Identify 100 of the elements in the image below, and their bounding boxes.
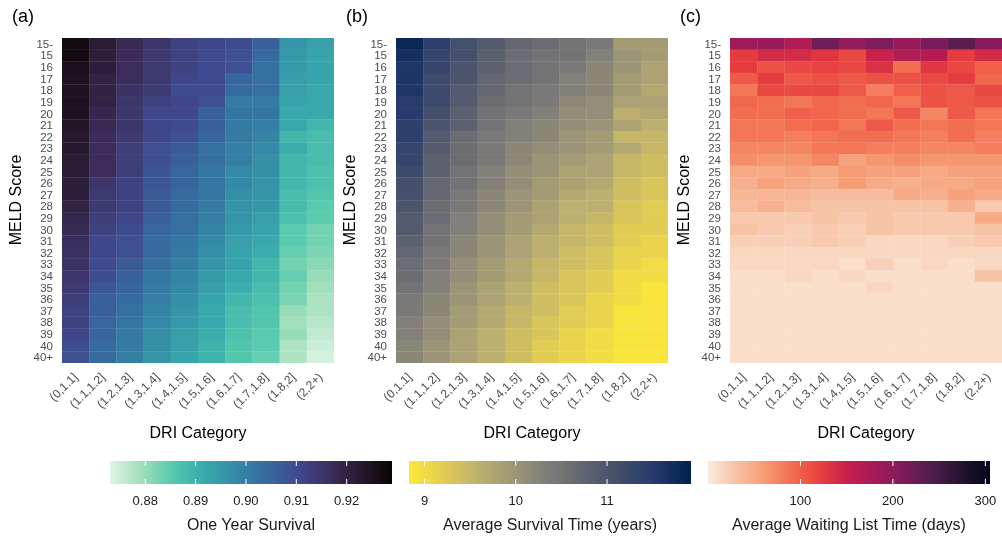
y-tick-label: 37 <box>708 304 721 317</box>
y-tick-label: 30 <box>708 223 721 236</box>
y-tick-label: 24 <box>374 153 388 166</box>
y-tick-label: 23 <box>40 142 53 155</box>
y-tick-label: 34 <box>40 270 54 283</box>
color-bar-label: 11 <box>600 493 614 508</box>
y-tick-label: 15 <box>40 49 53 62</box>
color-bar-title: Average Survival Time (years) <box>443 516 657 533</box>
color-bar-label: 300 <box>974 493 997 508</box>
y-tick-label: 32 <box>374 246 387 259</box>
y-tick-label: 34 <box>708 270 722 283</box>
color-bar-label: 0.90 <box>233 493 259 508</box>
y-axis-title: MELD Score <box>341 154 359 246</box>
y-tick-label: 28 <box>708 200 721 213</box>
y-tick-label: 30 <box>40 223 53 236</box>
y-tick-label: 33 <box>374 258 387 271</box>
y-tick-label: 16 <box>708 61 721 74</box>
y-tick-label: 19 <box>374 95 387 108</box>
color-bar-label: 200 <box>882 493 904 508</box>
y-tick-label: 24 <box>40 153 54 166</box>
y-tick-label: 38 <box>708 316 721 329</box>
color-bar-title: One Year Survival <box>186 516 316 533</box>
y-tick-label: 17 <box>708 72 721 85</box>
y-tick-label: 28 <box>374 200 387 213</box>
y-tick-label: 27 <box>374 188 387 201</box>
y-tick-label: 38 <box>374 316 387 329</box>
y-tick-label: 40 <box>40 339 53 352</box>
y-tick-label: 40+ <box>33 351 54 364</box>
y-tick-label: 19 <box>40 95 53 108</box>
color-bar-label: 0.91 <box>283 493 309 508</box>
y-tick-label: 40 <box>708 339 721 352</box>
y-tick-label: 19 <box>708 95 721 108</box>
y-tick-label: 17 <box>374 72 387 85</box>
y-tick-label: 30 <box>374 223 387 236</box>
color-bar-label: 10 <box>508 493 524 508</box>
y-tick-label: 39 <box>40 328 53 341</box>
y-tick-label: 31 <box>708 235 721 248</box>
y-tick-label: 26 <box>708 177 721 190</box>
y-tick-label: 28 <box>40 200 53 213</box>
y-tick-label: 26 <box>374 177 387 190</box>
y-tick-label: 33 <box>40 258 53 271</box>
y-axis-title: MELD Score <box>7 154 25 246</box>
y-tick-label: 18 <box>708 84 721 97</box>
y-tick-label: 25 <box>374 165 387 178</box>
y-tick-label: 32 <box>708 246 721 259</box>
y-tick-label: 36 <box>374 293 387 306</box>
x-axis-title: DRI Category <box>816 424 916 442</box>
chart-title: (c) <box>680 6 701 27</box>
y-tick-label: 31 <box>374 235 387 248</box>
y-tick-label: 32 <box>40 246 53 259</box>
color-bar-label: 9 <box>420 493 429 508</box>
y-tick-label: 18 <box>40 84 53 97</box>
y-tick-label: 29 <box>40 211 53 224</box>
y-tick-label: 22 <box>708 130 721 143</box>
x-axis-title: DRI Category <box>482 424 582 442</box>
y-tick-label: 40 <box>374 339 387 352</box>
y-tick-label: 25 <box>708 165 721 178</box>
y-axis-title: MELD Score <box>675 154 693 246</box>
y-tick-label: 22 <box>374 130 387 143</box>
y-tick-label: 20 <box>40 107 53 120</box>
y-tick-label: 18 <box>374 84 387 97</box>
y-tick-label: 25 <box>40 165 53 178</box>
color-bar-label: 0.89 <box>182 493 209 508</box>
color-bar-label: 0.92 <box>334 493 360 508</box>
y-tick-label: 23 <box>374 142 387 155</box>
y-tick-label: 39 <box>708 328 721 341</box>
y-tick-label: 26 <box>40 177 53 190</box>
y-tick-label: 40+ <box>367 351 388 364</box>
y-tick-label: 39 <box>374 328 387 341</box>
y-tick-label: 40+ <box>701 351 722 364</box>
y-tick-label: 16 <box>374 61 387 74</box>
x-axis-title: DRI Category <box>148 424 248 442</box>
y-tick-label: 15 <box>708 49 721 62</box>
y-tick-label: 16 <box>40 61 53 74</box>
y-tick-label: 27 <box>40 188 53 201</box>
y-tick-label: 20 <box>708 107 721 120</box>
y-tick-label: 21 <box>374 119 387 132</box>
y-tick-label: 33 <box>708 258 721 271</box>
y-tick-label: 29 <box>708 211 721 224</box>
y-tick-label: 27 <box>708 188 721 201</box>
y-tick-label: 37 <box>374 304 387 317</box>
y-tick-label: 15- <box>36 37 54 50</box>
chart-title: (a) <box>12 6 34 27</box>
color-bar-title: Average Waiting List Time (days) <box>732 516 966 533</box>
y-tick-label: 34 <box>374 270 388 283</box>
y-tick-label: 21 <box>40 119 53 132</box>
y-tick-label: 17 <box>40 72 53 85</box>
y-tick-label: 31 <box>40 235 53 248</box>
y-tick-label: 22 <box>40 130 53 143</box>
y-tick-label: 35 <box>374 281 387 294</box>
y-tick-label: 36 <box>708 293 721 306</box>
y-tick-label: 35 <box>40 281 53 294</box>
chart-title: (b) <box>346 6 368 27</box>
y-tick-label: 15- <box>370 37 388 50</box>
color-bar-label: 100 <box>789 493 812 508</box>
y-tick-label: 15- <box>704 37 722 50</box>
y-tick-label: 37 <box>40 304 53 317</box>
y-tick-label: 24 <box>708 153 722 166</box>
y-tick-label: 21 <box>708 119 721 132</box>
y-tick-label: 20 <box>374 107 387 120</box>
